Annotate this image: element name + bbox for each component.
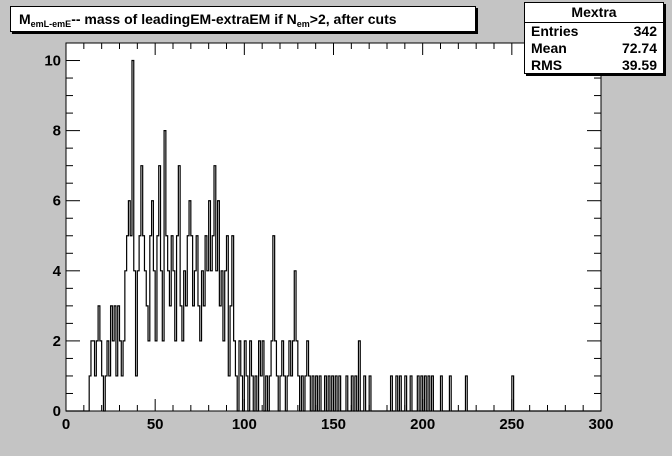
x-tick-label: 150 (321, 416, 346, 433)
stats-name: Mextra (525, 3, 663, 23)
x-tick-label: 250 (499, 416, 524, 433)
x-tick-label: 200 (410, 416, 435, 433)
stats-box: Mextra Entries 342 Mean 72.74 RMS 39.59 (524, 2, 664, 74)
rms-value: 39.59 (621, 57, 657, 73)
y-tick-label: 6 (53, 193, 61, 210)
y-tick-label: 2 (53, 333, 61, 350)
x-tick-label: 300 (588, 416, 613, 433)
stats-rms-row: RMS 39.59 (525, 57, 663, 74)
y-tick-label: 0 (53, 403, 61, 420)
x-tick-label: 100 (232, 416, 257, 433)
stats-entries-row: Entries 342 (525, 23, 663, 40)
mean-value: 72.74 (621, 40, 657, 56)
histogram-title: MemL-emE-- mass of leadingEM-extraEM if … (10, 6, 476, 32)
plot-frame (65, 42, 602, 412)
mean-label: Mean (531, 40, 567, 56)
entries-label: Entries (531, 23, 579, 39)
stats-mean-row: Mean 72.74 (525, 40, 663, 57)
x-tick-label: 50 (147, 416, 164, 433)
x-axis: 0 50 100 150 200 250 300 (62, 43, 614, 433)
y-tick-label: 4 (53, 263, 62, 280)
entries-value: 342 (633, 23, 657, 39)
x-tick-label: 0 (62, 416, 70, 433)
y-tick-label: 10 (44, 53, 61, 70)
histogram-line (66, 59, 601, 412)
y-tick-label: 8 (53, 123, 61, 140)
rms-label: RMS (531, 57, 563, 73)
